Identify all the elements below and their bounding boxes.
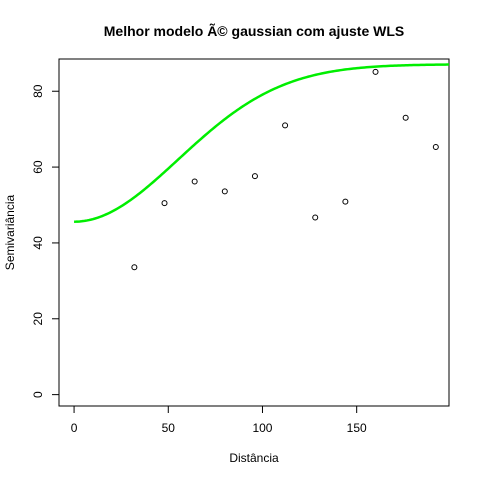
data-point xyxy=(342,198,349,205)
data-point xyxy=(221,188,228,195)
fitted-gaussian-curve xyxy=(74,63,450,223)
y-tick-label: 40 xyxy=(31,236,45,250)
data-point xyxy=(161,200,168,207)
y-tick-label: 60 xyxy=(31,160,45,174)
y-axis-label: Semivariância xyxy=(3,194,17,270)
data-point xyxy=(432,143,439,150)
x-axis-label: Distância xyxy=(229,451,279,465)
data-point xyxy=(251,173,258,180)
x-tick-label: 50 xyxy=(162,421,176,435)
y-tick-label: 80 xyxy=(31,84,45,98)
y-axis: 0 20 40 60 80 xyxy=(31,84,60,398)
x-tick-label: 0 xyxy=(71,421,78,435)
data-point xyxy=(191,178,198,185)
x-tick-label: 100 xyxy=(252,421,272,435)
plot-frame xyxy=(58,58,450,407)
y-tick-label: 0 xyxy=(31,391,45,398)
data-point xyxy=(282,122,289,129)
data-point xyxy=(131,264,138,271)
data-point xyxy=(402,114,409,121)
data-point xyxy=(312,214,319,221)
empirical-points-layer xyxy=(131,68,439,271)
fitted-model-layer xyxy=(74,63,450,223)
x-axis: 0 50 100 150 xyxy=(71,405,367,435)
x-tick-label: 150 xyxy=(347,421,367,435)
y-tick-label: 20 xyxy=(31,312,45,326)
data-point xyxy=(372,68,379,75)
chart-title: Melhor modelo Ã© gaussian com ajuste WLS xyxy=(104,22,404,39)
